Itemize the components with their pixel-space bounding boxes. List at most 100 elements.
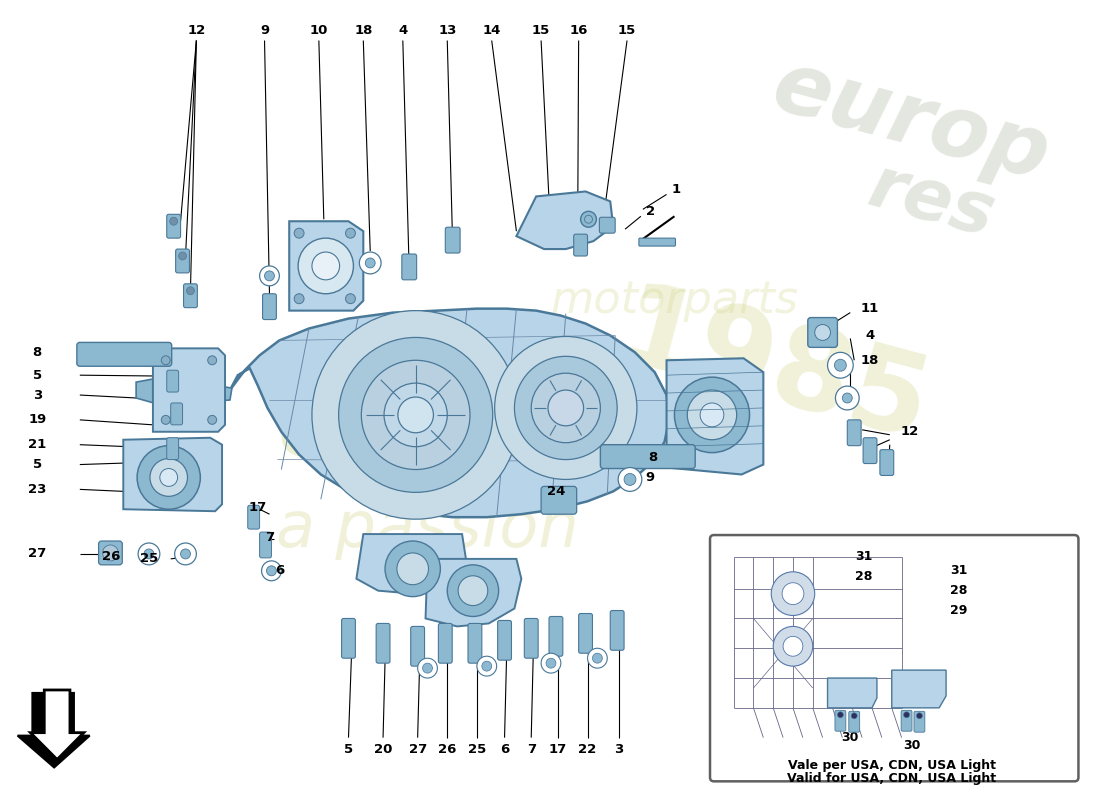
FancyBboxPatch shape [176,249,189,273]
Text: 6: 6 [275,564,284,578]
Circle shape [688,390,737,440]
Circle shape [187,286,195,294]
Circle shape [169,218,177,226]
Circle shape [360,252,381,274]
FancyBboxPatch shape [99,541,122,565]
Circle shape [266,566,276,576]
Circle shape [418,658,438,678]
Text: 11: 11 [861,302,879,315]
Circle shape [448,565,498,617]
Circle shape [298,238,353,294]
Circle shape [339,338,493,492]
Text: 5: 5 [344,743,353,756]
Text: 17: 17 [549,743,566,756]
Text: 26: 26 [102,550,121,563]
Text: 3: 3 [33,389,42,402]
Polygon shape [892,670,946,708]
Text: 22: 22 [579,743,596,756]
FancyBboxPatch shape [446,227,460,253]
Circle shape [674,377,749,453]
Circle shape [365,258,375,268]
Circle shape [160,469,177,486]
Text: 12: 12 [187,24,206,37]
FancyBboxPatch shape [468,623,482,663]
FancyBboxPatch shape [864,438,877,463]
Circle shape [581,211,596,227]
Text: 15: 15 [532,24,550,37]
Circle shape [587,648,607,668]
Circle shape [144,549,154,559]
Text: 9: 9 [646,471,654,484]
Text: 30: 30 [903,739,921,752]
Text: europ: europ [764,46,1059,198]
Circle shape [700,403,724,427]
Polygon shape [516,191,613,249]
Circle shape [782,582,804,605]
FancyBboxPatch shape [260,532,272,558]
Text: 25: 25 [468,743,486,756]
Circle shape [162,356,170,365]
Circle shape [180,549,190,559]
Polygon shape [827,678,877,708]
Circle shape [175,543,197,565]
Circle shape [815,325,830,341]
Circle shape [150,458,187,496]
FancyBboxPatch shape [601,445,695,469]
Text: 2: 2 [646,205,656,218]
FancyBboxPatch shape [497,621,512,660]
Text: 1: 1 [672,183,681,196]
Text: 30: 30 [842,731,859,744]
Text: 5: 5 [33,369,42,382]
Text: 21: 21 [29,438,46,451]
Text: 29: 29 [950,604,968,617]
Circle shape [162,415,170,424]
Text: 18: 18 [354,24,373,37]
Circle shape [458,576,487,606]
Text: 13: 13 [438,24,456,37]
FancyBboxPatch shape [167,214,180,238]
Polygon shape [136,377,232,405]
FancyBboxPatch shape [847,420,861,446]
Text: 25: 25 [140,552,158,566]
Circle shape [208,415,217,424]
Circle shape [827,352,854,378]
Circle shape [138,446,200,510]
Text: res: res [860,151,1002,251]
Polygon shape [18,693,90,767]
Circle shape [783,636,803,656]
Circle shape [264,271,274,281]
Circle shape [903,712,910,718]
Text: 9: 9 [260,24,270,37]
FancyBboxPatch shape [880,450,893,475]
FancyBboxPatch shape [549,617,563,656]
FancyBboxPatch shape [610,610,624,650]
Circle shape [593,654,603,663]
Polygon shape [31,690,84,759]
Circle shape [384,383,448,446]
Text: 31: 31 [856,550,872,563]
FancyBboxPatch shape [402,254,417,280]
Text: 10: 10 [310,24,328,37]
Circle shape [541,654,561,673]
Text: 1985: 1985 [606,275,940,465]
FancyBboxPatch shape [439,623,452,663]
Circle shape [618,467,642,491]
Text: 17: 17 [249,501,266,514]
Polygon shape [153,348,225,432]
Circle shape [548,390,584,426]
Circle shape [546,658,556,668]
Circle shape [851,713,857,718]
FancyBboxPatch shape [410,626,425,666]
Text: 20: 20 [374,743,393,756]
Circle shape [495,337,637,479]
Circle shape [843,393,852,403]
FancyBboxPatch shape [541,486,576,514]
Text: 14: 14 [483,24,500,37]
FancyBboxPatch shape [167,370,178,392]
Circle shape [178,252,187,260]
Circle shape [385,541,440,597]
Polygon shape [356,534,469,594]
FancyBboxPatch shape [184,284,197,308]
Circle shape [312,252,340,280]
Text: europ: europ [277,383,597,476]
